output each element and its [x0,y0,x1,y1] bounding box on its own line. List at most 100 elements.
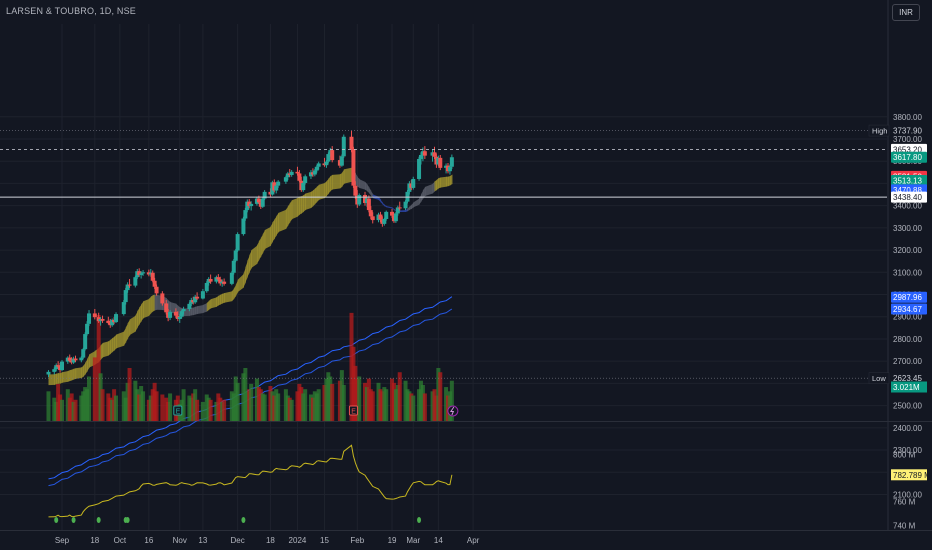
osc-tick-label: 740 M [893,521,916,530]
candle-body [316,163,321,167]
candle-body [127,284,132,286]
candle-body [301,182,306,191]
candle-body [160,293,165,304]
volume-bar [168,393,173,421]
cloud-segment [448,176,451,187]
cloud-segment [114,334,117,351]
marker-badge [868,124,890,137]
candle-body [60,361,64,371]
time-tick-label: 19 [388,536,397,545]
cloud-segment [243,267,246,288]
volume-bar [60,399,64,421]
volume-bar [411,395,416,421]
candle-body [353,185,358,196]
cloud-segment [330,174,333,192]
candle-body [177,316,182,319]
candle-body [418,154,423,159]
cloud-segment [262,230,266,253]
candle-body [121,302,126,315]
time-tick-label: Apr [467,536,480,545]
cloud-segment [102,341,109,358]
candle-body [366,198,371,211]
volume-bar [181,389,186,421]
volume-bar [195,399,200,421]
cloud-segment [270,222,273,246]
marker-badge [868,372,890,384]
cloud-segment [305,191,312,210]
candle-body [233,250,238,261]
cloud-segment [355,173,358,187]
currency-button[interactable]: INR [892,4,920,21]
cloud-segment [341,169,345,187]
cloud-segment [48,374,55,386]
cloud-segment [301,195,304,214]
candle-body [326,154,331,162]
candle-body [125,284,130,291]
cloud-segment [324,181,328,199]
cloud-segment [127,319,131,339]
cloud-segment [218,294,221,306]
cloud-segment [60,372,63,384]
time-tick-label: 18 [266,536,275,545]
cloud-segment [413,198,420,208]
candle-body [152,280,157,287]
candle-body [46,371,51,375]
candle-body [378,214,383,220]
cloud-segment [235,279,239,296]
candle-body [73,358,78,361]
candle-body [422,151,427,156]
cloud-segment [110,338,113,354]
cloud-segment [189,307,192,316]
price-badge-text: 3438.40 [893,193,922,202]
osc-tick-label: 800 M [893,450,916,459]
volume-bar [114,395,119,421]
candle-body [71,358,76,363]
candle-body [357,194,362,205]
candle-body [370,216,375,221]
cloud-segment [434,180,438,192]
cloud-segment [87,354,90,372]
candle-body [262,191,267,199]
cloud-segment [274,216,277,239]
candle-body [339,156,344,166]
cloud-segment [339,172,343,189]
candle-body [81,349,86,358]
candle-body [393,213,398,222]
time-tick-label: Nov [173,536,187,545]
cloud-segment [233,284,237,299]
cloud-segment [392,207,395,211]
candle-body [168,311,173,318]
candle-body [411,178,416,188]
cloud-segment [289,200,293,223]
cloud-segment [247,255,250,278]
cloud-segment [382,202,385,207]
cloud-segment [303,193,306,212]
price-badge [891,125,927,137]
volume-badge-text: 3.021M [893,383,920,392]
marker-label: Low [872,374,886,383]
candle-body [276,181,281,186]
candle-body [447,166,452,172]
cloud-segment [202,303,208,313]
volume-bar [449,380,454,421]
price-badge [891,151,927,163]
candle-body [243,210,248,219]
price-badge-text: 2934.67 [893,305,922,314]
time-tick-label: 15 [320,536,329,545]
volume-bar [262,394,267,421]
candle-body [179,311,184,317]
candle-body [150,272,155,281]
signal-dot [125,517,130,523]
cloud-segment [249,250,252,273]
candle-body [123,290,128,303]
price-badge-text: 3617.80 [893,153,922,162]
price-badge [891,372,927,384]
volume-bar [200,401,205,421]
cloud-segment [54,373,57,385]
candle-body [285,173,290,178]
cloud-segment [365,182,368,192]
candle-body [52,369,57,372]
cloud-segment [256,241,260,264]
cloud-segment [58,373,61,384]
